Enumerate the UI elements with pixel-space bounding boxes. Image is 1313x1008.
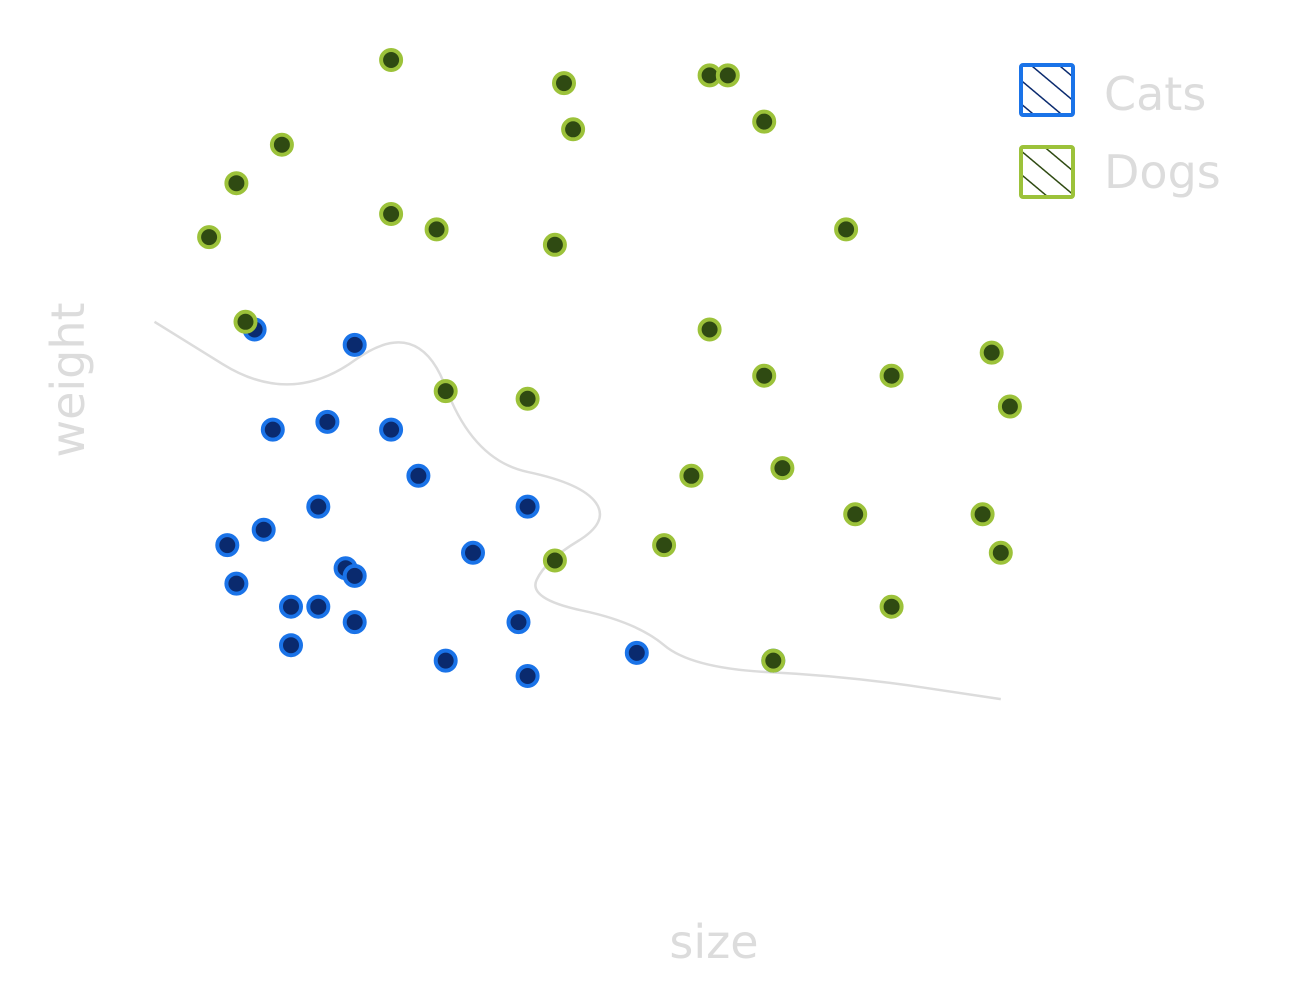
cat-point-2: [260, 417, 285, 442]
cat-point-12: [342, 563, 367, 588]
dog-point-14: [697, 317, 722, 342]
dog-point-21: [770, 456, 795, 481]
dog-point-4: [752, 109, 777, 134]
legend-label-cats: Cats: [1104, 67, 1206, 121]
cat-point-18: [624, 640, 649, 665]
dog-point-25: [652, 533, 677, 558]
legend-label-dogs: Dogs: [1104, 145, 1221, 199]
dog-point-28: [879, 594, 904, 619]
dog-point-24: [970, 502, 995, 527]
dog-point-0: [379, 48, 404, 72]
dog-point-13: [233, 309, 258, 334]
cat-point-4: [379, 417, 404, 442]
x-axis-label: size: [669, 915, 758, 969]
cat-point-9: [215, 533, 240, 558]
dog-point-1: [269, 132, 294, 157]
cat-point-15: [306, 594, 331, 619]
dog-point-17: [752, 363, 777, 388]
dog-point-11: [542, 232, 567, 257]
cat-point-7: [515, 494, 540, 519]
cat-point-14: [279, 594, 303, 619]
cat-point-3: [315, 409, 340, 434]
dog-point-19: [979, 340, 1004, 365]
dog-point-15: [433, 379, 458, 404]
dog-point-12: [834, 217, 859, 242]
dog-point-18: [879, 363, 904, 388]
dog-point-29: [761, 648, 786, 673]
legend-item-cats: Cats: [1019, 63, 1206, 121]
cat-point-10: [461, 540, 485, 565]
cat-point-5: [406, 463, 431, 488]
dog-point-22: [679, 463, 704, 488]
legend-swatch-cats: [1019, 63, 1075, 117]
cat-point-19: [279, 633, 303, 658]
dog-point-5: [552, 71, 576, 96]
dog-point-26: [542, 548, 567, 573]
cat-point-17: [506, 610, 531, 635]
legend-swatch-dogs: [1019, 145, 1075, 199]
cat-point-13: [224, 571, 249, 596]
dog-point-2: [224, 171, 249, 196]
dog-point-9: [424, 217, 449, 242]
data-points: [197, 48, 1022, 688]
dog-point-27: [988, 540, 1013, 565]
cat-point-21: [515, 664, 540, 688]
dog-point-7: [561, 117, 586, 142]
y-axis-label: weight: [41, 302, 95, 457]
dog-point-23: [843, 502, 868, 527]
cat-point-8: [251, 517, 276, 542]
cat-point-20: [433, 648, 458, 673]
dog-point-10: [197, 225, 222, 250]
dog-point-16: [515, 386, 540, 411]
cat-point-1: [342, 332, 367, 357]
legend-item-dogs: Dogs: [1019, 145, 1221, 199]
dog-point-6: [715, 63, 740, 88]
dog-point-8: [379, 202, 404, 226]
legend: Cats Dogs: [1019, 63, 1221, 199]
cat-point-16: [342, 610, 367, 635]
cat-point-6: [306, 494, 331, 519]
dog-point-20: [997, 394, 1022, 419]
